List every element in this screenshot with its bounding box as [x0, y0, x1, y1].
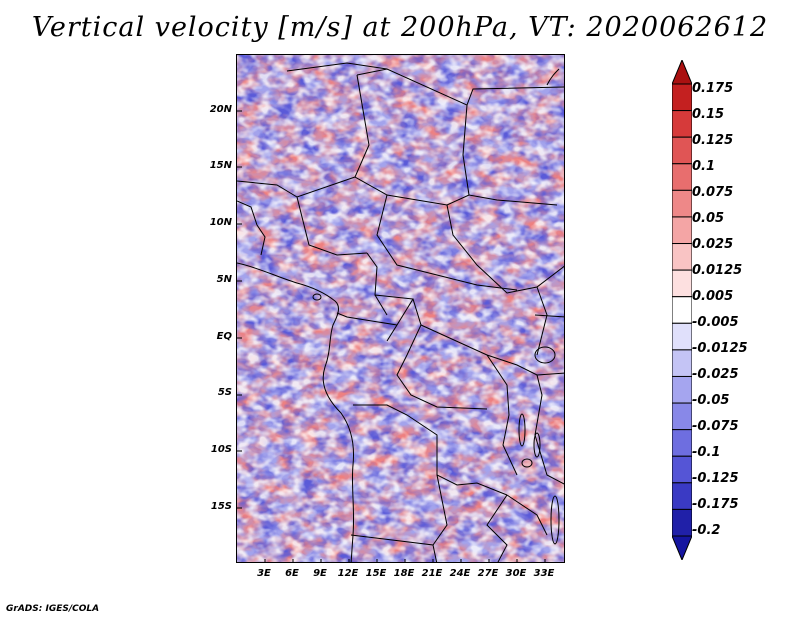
- lat-label-5n: 5N: [216, 274, 232, 285]
- colorbar-segment: [672, 322, 692, 351]
- colorbar-label: 0.175: [692, 81, 734, 96]
- map-ticks: [237, 110, 546, 562]
- colorbar-label: 0.15: [692, 107, 725, 122]
- chart-title: Vertical velocity [m/s] at 200hPa, VT: 2…: [31, 12, 769, 43]
- lon-label-3e: 3E: [257, 568, 271, 579]
- colorbar-segment: [672, 189, 692, 218]
- lon-label-27e: 27E: [477, 568, 499, 579]
- colorbar-label: 0.005: [692, 289, 734, 304]
- colorbar-segment: [672, 535, 692, 560]
- colorbar-segment: [672, 216, 692, 245]
- lat-label-eq: EQ: [216, 331, 232, 342]
- lat-label-10s: 10S: [210, 444, 232, 455]
- colorbar-segment: [672, 508, 692, 537]
- colorbar-segment: [672, 136, 692, 165]
- colorbar-label: -0.025: [692, 367, 739, 382]
- colorbar-segment: [672, 110, 692, 138]
- colorbar-segment: [672, 429, 692, 457]
- colorbar-segment: [672, 269, 692, 298]
- colorbar-label: 0.025: [692, 237, 734, 252]
- colorbar-segment: [672, 243, 692, 271]
- colorbar-segment: [672, 83, 692, 112]
- colorbar-label: 0.1: [692, 159, 716, 174]
- near-zero-pattern: [237, 55, 564, 562]
- lon-label-21e: 21E: [421, 568, 443, 579]
- lakes: [312, 293, 560, 545]
- colorbar-label: -0.075: [692, 419, 739, 434]
- colorbar-label: 0.0125: [692, 263, 743, 278]
- lon-label-12e: 12E: [337, 568, 359, 579]
- colorbar-segment: [672, 455, 692, 484]
- velocity-field: [237, 55, 564, 562]
- colorbar-segment: [672, 375, 692, 404]
- colorbar-label: -0.005: [692, 315, 739, 330]
- lat-label-20n: 20N: [209, 104, 232, 115]
- lon-label-6e: 6E: [285, 568, 299, 579]
- colorbar-label: -0.0125: [692, 341, 748, 356]
- colorbar-label: 0.075: [692, 185, 734, 200]
- lon-label-15e: 15E: [365, 568, 387, 579]
- lat-label-10n: 10N: [209, 217, 232, 228]
- lon-label-9e: 9E: [313, 568, 327, 579]
- colorbar: [672, 60, 692, 560]
- velocity-map: [236, 54, 565, 563]
- colorbar-label: 0.05: [692, 211, 725, 226]
- lat-label-5s: 5S: [217, 387, 232, 398]
- grads-credit: GrADS: IGES/COLA: [6, 604, 100, 614]
- lat-label-15n: 15N: [209, 160, 232, 171]
- colorbar-label: -0.2: [692, 523, 721, 538]
- colorbar-label: -0.05: [692, 393, 730, 408]
- colorbar-label: -0.1: [692, 445, 721, 460]
- colorbar-segment: [672, 482, 692, 510]
- colorbar-label: 0.125: [692, 133, 734, 148]
- colorbar-label: -0.125: [692, 471, 739, 486]
- colorbar-segment: [672, 163, 692, 191]
- lon-label-24e: 24E: [449, 568, 471, 579]
- lon-label-33e: 33E: [533, 568, 555, 579]
- country-borders: [237, 62, 564, 562]
- colorbar-label: -0.175: [692, 497, 739, 512]
- colorbar-segment: [672, 296, 692, 324]
- lon-label-18e: 18E: [393, 568, 415, 579]
- lat-label-15s: 15S: [210, 501, 232, 512]
- colorbar-segment: [672, 402, 692, 431]
- lon-label-30e: 30E: [505, 568, 527, 579]
- colorbar-segment: [672, 60, 692, 85]
- colorbar-segment: [672, 349, 692, 377]
